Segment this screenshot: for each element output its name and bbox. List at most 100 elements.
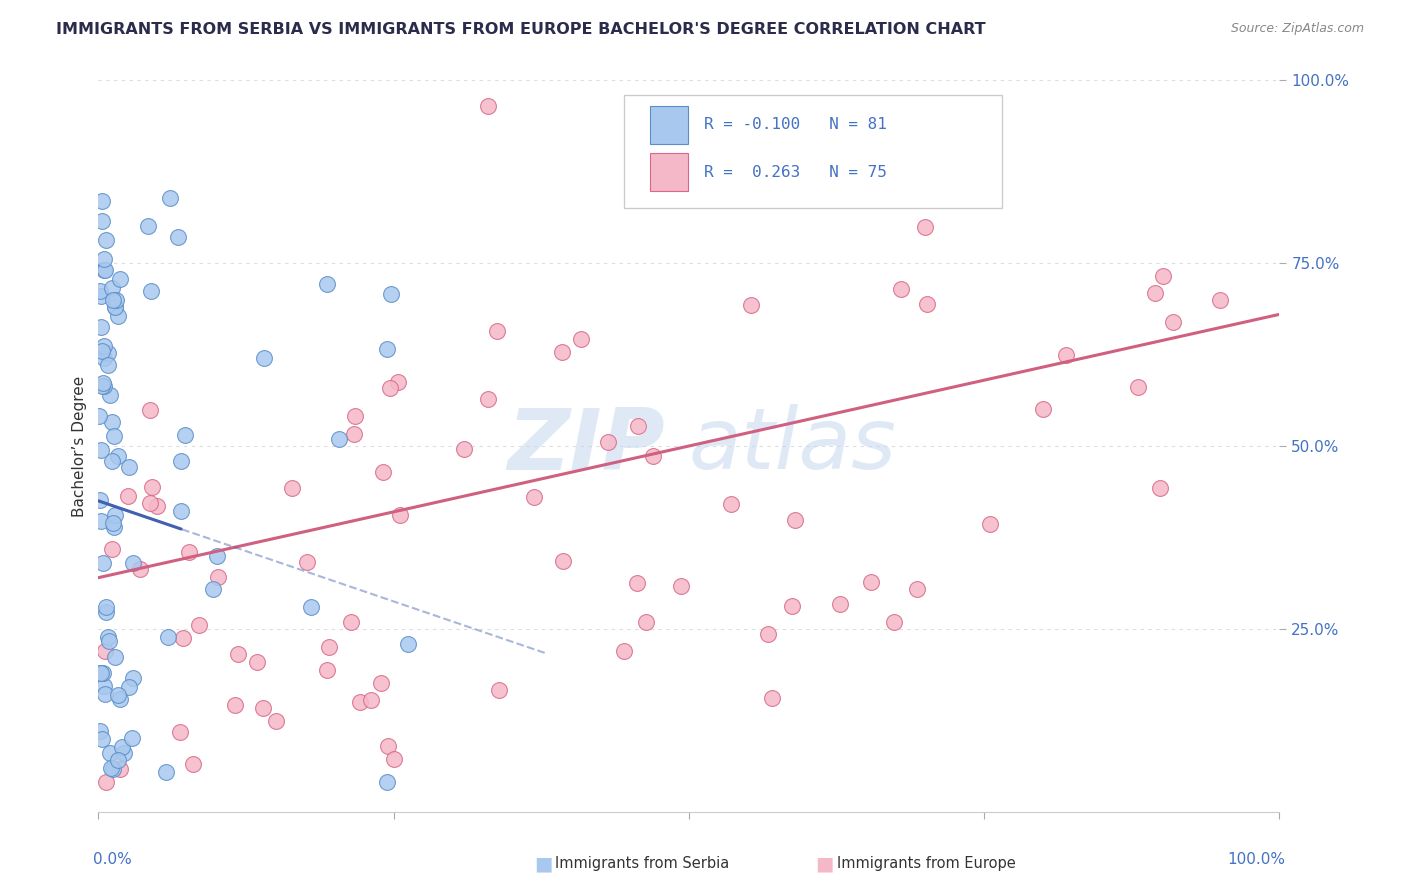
Text: atlas: atlas <box>689 404 897 488</box>
Y-axis label: Bachelor’s Degree: Bachelor’s Degree <box>72 376 87 516</box>
Point <box>488 683 510 698</box>
Point <box>830 597 852 611</box>
Point <box>145 499 167 513</box>
Point <box>121 556 143 570</box>
Point <box>1144 286 1167 301</box>
Point <box>155 764 177 779</box>
Point <box>349 696 371 710</box>
Point <box>477 99 499 113</box>
Text: R = -0.100   N = 81: R = -0.100 N = 81 <box>704 117 887 132</box>
Point <box>111 740 134 755</box>
Point <box>318 640 340 655</box>
Point <box>344 409 367 424</box>
Point <box>90 194 112 208</box>
Point <box>1209 293 1232 307</box>
Point <box>343 426 366 441</box>
Point <box>205 549 228 563</box>
FancyBboxPatch shape <box>650 153 688 191</box>
Point <box>170 504 193 518</box>
Point <box>756 627 779 641</box>
Point <box>118 460 141 475</box>
Point <box>1032 402 1054 417</box>
Point <box>105 293 128 308</box>
Point <box>453 442 475 457</box>
Point <box>224 698 246 712</box>
Point <box>97 634 120 648</box>
FancyBboxPatch shape <box>650 105 688 144</box>
Point <box>94 688 117 702</box>
Point <box>785 513 807 527</box>
Point <box>93 679 115 693</box>
Point <box>761 691 783 706</box>
Point <box>378 381 401 395</box>
Point <box>101 454 124 468</box>
Text: R =  0.263   N = 75: R = 0.263 N = 75 <box>704 165 887 179</box>
Point <box>91 379 114 393</box>
Point <box>94 233 117 247</box>
Point <box>108 762 131 776</box>
Point <box>89 723 111 738</box>
Point <box>569 332 592 346</box>
Point <box>172 631 194 645</box>
Point <box>104 300 127 314</box>
Point <box>107 688 129 702</box>
Point <box>174 427 197 442</box>
Point <box>339 615 361 630</box>
Point <box>98 388 121 402</box>
Point <box>141 284 163 298</box>
Point <box>377 739 399 754</box>
Point <box>141 480 163 494</box>
Point <box>188 617 211 632</box>
Point <box>207 569 229 583</box>
Point <box>90 442 112 457</box>
Point <box>89 284 111 298</box>
Point <box>281 481 304 495</box>
Text: Immigrants from Europe: Immigrants from Europe <box>837 856 1015 871</box>
Point <box>389 508 412 523</box>
Point <box>97 358 120 372</box>
Text: ■: ■ <box>534 854 553 873</box>
Point <box>380 287 402 301</box>
Point <box>107 450 129 464</box>
Text: ■: ■ <box>815 854 834 873</box>
Point <box>104 300 127 314</box>
Point <box>780 599 803 613</box>
Point <box>167 230 190 244</box>
Point <box>740 298 762 312</box>
Point <box>387 375 409 389</box>
Point <box>890 282 912 296</box>
Point <box>93 665 115 680</box>
Point <box>89 665 111 680</box>
Point <box>596 434 619 449</box>
Point <box>93 379 115 393</box>
Point <box>170 453 193 467</box>
Point <box>634 615 657 630</box>
Point <box>1149 482 1171 496</box>
Point <box>375 343 398 357</box>
Point <box>93 351 115 366</box>
Text: Immigrants from Serbia: Immigrants from Serbia <box>555 856 730 871</box>
Point <box>720 498 742 512</box>
Point <box>396 637 419 651</box>
Point <box>93 263 115 277</box>
Point <box>96 775 118 789</box>
Point <box>103 516 125 530</box>
Point <box>328 432 350 446</box>
Point <box>157 630 180 644</box>
Point <box>551 344 574 359</box>
Point <box>316 663 339 677</box>
Text: 100.0%: 100.0% <box>1227 852 1285 867</box>
Point <box>1126 380 1149 394</box>
Point <box>226 648 249 662</box>
Point <box>94 600 117 615</box>
Point <box>138 219 160 233</box>
Point <box>91 732 114 747</box>
Point <box>181 756 204 771</box>
Point <box>523 491 546 505</box>
Point <box>93 644 115 658</box>
Point <box>626 576 648 591</box>
Point <box>201 582 224 596</box>
Point <box>103 429 125 443</box>
Point <box>121 672 143 686</box>
Point <box>90 666 112 681</box>
